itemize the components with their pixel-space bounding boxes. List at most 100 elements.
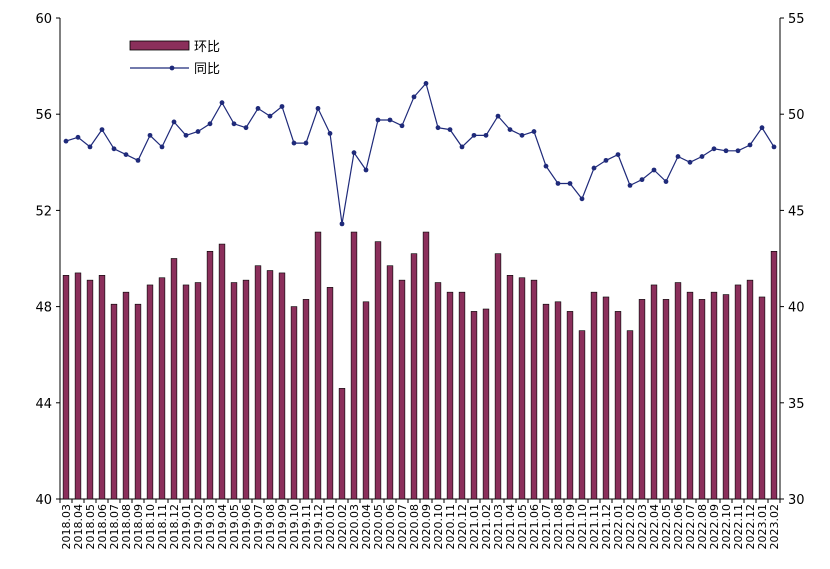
bar (302, 299, 310, 500)
bar (290, 306, 298, 500)
bar (182, 284, 190, 500)
x-tick-label: 2019.06 (240, 504, 253, 550)
bar (230, 282, 238, 500)
line-point (483, 132, 489, 138)
bar (254, 265, 262, 500)
line-point (351, 150, 357, 156)
bar (422, 231, 430, 500)
line-point (219, 100, 225, 106)
x-tick-label: 2021.08 (552, 504, 565, 550)
x-tick-label: 2022.11 (732, 504, 745, 550)
x-tick-label: 2021.09 (564, 504, 577, 550)
x-tick-label: 2021.01 (468, 504, 481, 550)
x-tick-label: 2019.12 (312, 504, 325, 550)
x-tick-label: 2020.05 (372, 504, 385, 550)
bar (278, 272, 286, 500)
bar (566, 311, 574, 500)
line-point (435, 125, 441, 131)
x-tick-label: 2021.05 (516, 504, 529, 550)
x-tick-label: 2023.01 (756, 504, 769, 550)
bar (758, 296, 766, 500)
x-tick-label: 2021.07 (540, 504, 553, 550)
bar (434, 282, 442, 500)
bar (122, 291, 130, 500)
line-point (495, 113, 501, 119)
bar (602, 296, 610, 500)
bar (494, 253, 502, 500)
line-point (759, 125, 765, 131)
bar (734, 284, 742, 500)
x-tick-label: 2019.10 (288, 504, 301, 550)
bar (326, 287, 334, 500)
x-tick-label: 2020.03 (348, 504, 361, 550)
x-tick-label: 2018.12 (168, 504, 181, 550)
bar (386, 265, 394, 500)
line-point (663, 179, 669, 184)
line-point (591, 165, 597, 171)
line-point (687, 159, 693, 165)
line-point (63, 138, 69, 144)
line-point (615, 152, 621, 158)
line-point (507, 127, 513, 132)
x-tick-label: 2022.08 (696, 504, 709, 550)
line-point (327, 131, 333, 136)
bar (722, 294, 730, 500)
bar (242, 279, 250, 500)
bar (506, 275, 514, 500)
line-point (555, 181, 561, 186)
bar (86, 279, 94, 500)
line-point (375, 117, 381, 123)
line-point (99, 127, 105, 132)
x-tick-label: 2022.03 (636, 504, 649, 550)
bar (194, 282, 202, 500)
x-tick-label: 2020.07 (396, 504, 409, 550)
legend-swatch-marker (169, 65, 175, 71)
x-tick-label: 2019.08 (264, 504, 277, 550)
bar (662, 299, 670, 500)
bar (158, 277, 166, 500)
line-point (255, 106, 261, 111)
x-tick-label: 2021.03 (492, 504, 505, 550)
line-point (387, 117, 393, 123)
line-point (303, 140, 309, 146)
bars (62, 231, 778, 500)
line-point (339, 221, 345, 227)
x-tick-label: 2021.11 (588, 504, 601, 550)
x-tick-label: 2021.12 (600, 504, 613, 550)
line-point (231, 121, 237, 127)
y-right-tick-label: 50 (788, 108, 805, 123)
bar (338, 388, 346, 500)
line-point (111, 146, 117, 152)
bar (374, 241, 382, 500)
x-tick-label: 2018.06 (96, 504, 109, 550)
line-point (675, 154, 681, 159)
line-point (531, 129, 537, 134)
y-left-tick-label: 60 (35, 12, 52, 27)
bar (542, 303, 550, 500)
bar (746, 279, 754, 500)
x-tick-label: 2020.04 (360, 504, 373, 550)
line-point (579, 196, 585, 202)
y-right-tick-label: 55 (788, 12, 805, 27)
bar (398, 279, 406, 500)
x-tick-label: 2022.10 (720, 504, 733, 550)
line-point (459, 144, 465, 150)
x-tick-label: 2018.05 (84, 504, 97, 550)
line-point (159, 144, 165, 150)
line-point (723, 148, 729, 154)
bar (530, 279, 538, 500)
x-tick-label: 2018.04 (72, 504, 85, 550)
bar (482, 308, 490, 500)
bar (770, 250, 778, 500)
x-tick-label: 2020.01 (324, 504, 337, 550)
x-tick-label: 2021.04 (504, 504, 517, 550)
line-point (447, 127, 453, 132)
bar (410, 253, 418, 500)
bar (470, 311, 478, 500)
bar (458, 291, 466, 500)
bar (146, 284, 154, 500)
x-tick-label: 2019.01 (180, 504, 193, 550)
line-point (183, 132, 189, 138)
x-tick-label: 2023.02 (768, 504, 781, 550)
line-point (123, 152, 129, 158)
